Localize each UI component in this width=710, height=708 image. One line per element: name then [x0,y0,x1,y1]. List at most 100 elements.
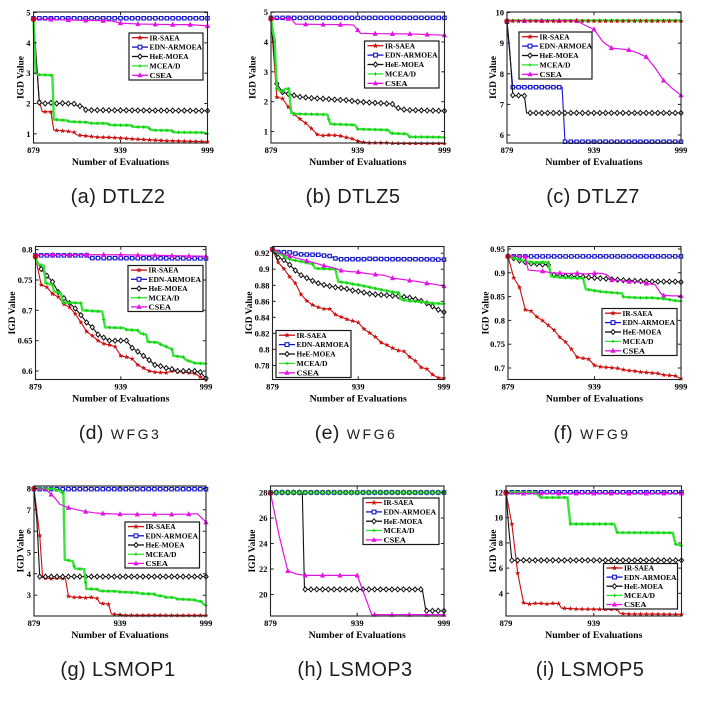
svg-text:(c) DTLZ7: (c) DTLZ7 [546,186,640,208]
svg-text:12: 12 [495,488,504,498]
svg-text:879: 879 [27,145,40,155]
svg-text:Number of Evaluations: Number of Evaluations [546,394,643,405]
svg-text:3: 3 [26,68,30,78]
svg-text:HeE-MOEA: HeE-MOEA [540,51,579,60]
svg-text:(d)WFG3: (d) WFG3 [79,422,162,444]
svg-text:IGD Value: IGD Value [249,56,259,99]
svg-text:HeE-MOEA: HeE-MOEA [624,582,663,591]
svg-text:Number of Evaluations: Number of Evaluations [72,394,169,405]
svg-text:999: 999 [438,145,451,155]
svg-text:0.75: 0.75 [490,339,505,349]
svg-text:MCEA/D: MCEA/D [385,70,417,79]
svg-text:879: 879 [28,618,41,628]
svg-text:0.65: 0.65 [18,336,33,346]
svg-text:CSEA: CSEA [385,79,408,88]
svg-text:879: 879 [501,145,514,155]
svg-text:IGD Value: IGD Value [17,56,27,99]
svg-text:6: 6 [27,526,31,536]
svg-text:24: 24 [259,539,268,549]
svg-text:879: 879 [500,618,513,628]
svg-text:IGD Value: IGD Value [8,291,18,334]
svg-text:879: 879 [266,382,279,392]
svg-text:IGD Value: IGD Value [17,529,27,572]
svg-text:879: 879 [502,382,515,392]
svg-text:IGD Value: IGD Value [248,529,258,572]
svg-text:HeE-MOEA: HeE-MOEA [623,328,662,337]
svg-text:6: 6 [500,130,504,140]
svg-text:MCEA/D: MCEA/D [149,293,181,302]
svg-text:HeE-MOEA: HeE-MOEA [149,284,188,293]
svg-text:8: 8 [500,69,504,79]
svg-text:IR-SAEA: IR-SAEA [149,266,179,275]
svg-text:999: 999 [201,145,214,155]
svg-text:20: 20 [259,590,268,600]
svg-text:CSEA: CSEA [384,536,407,545]
svg-text:879: 879 [29,382,42,392]
svg-text:0.8: 0.8 [494,315,505,325]
svg-text:999: 999 [200,618,213,628]
svg-text:0.88: 0.88 [255,280,270,290]
svg-text:CSEA: CSEA [149,303,172,312]
svg-text:Number of Evaluations: Number of Evaluations [71,630,168,641]
svg-text:939: 939 [351,145,364,155]
svg-text:7: 7 [27,505,32,515]
svg-text:0.78: 0.78 [255,360,270,370]
svg-text:MCEA/D: MCEA/D [146,550,178,559]
svg-text:Number of Evaluations: Number of Evaluations [309,157,406,168]
svg-text:0.8: 0.8 [22,245,33,255]
svg-text:Number of Evaluations: Number of Evaluations [545,630,642,641]
svg-text:999: 999 [200,382,213,392]
svg-text:IR-SAEA: IR-SAEA [384,498,414,507]
svg-text:939: 939 [114,382,127,392]
svg-text:IR-SAEA: IR-SAEA [150,33,180,42]
svg-text:1: 1 [264,127,268,137]
svg-text:4: 4 [499,588,504,598]
svg-text:939: 939 [351,618,364,628]
svg-text:9: 9 [500,38,504,48]
svg-text:4: 4 [26,38,31,48]
svg-text:1: 1 [26,129,30,139]
svg-text:EDN-ARMOEA: EDN-ARMOEA [149,275,202,284]
svg-text:HeE-MOEA: HeE-MOEA [297,350,336,359]
svg-text:0.8: 0.8 [259,344,270,354]
svg-text:MCEA/D: MCEA/D [623,337,655,346]
svg-text:4: 4 [264,37,269,47]
svg-text:EDN-ARMOEA: EDN-ARMOEA [297,340,350,349]
svg-text:MCEA/D: MCEA/D [297,359,329,368]
svg-text:2: 2 [264,97,268,107]
svg-text:2: 2 [26,99,30,109]
svg-text:Number of Evaluations: Number of Evaluations [545,157,642,168]
svg-text:(b) DTLZ5: (b) DTLZ5 [306,186,401,208]
svg-text:0.7: 0.7 [22,305,33,315]
svg-text:879: 879 [265,145,278,155]
svg-text:IR-SAEA: IR-SAEA [623,309,653,318]
svg-text:(h) LSMOP3: (h) LSMOP3 [297,659,412,681]
svg-text:0.95: 0.95 [490,244,505,254]
svg-text:0.92: 0.92 [255,248,270,258]
svg-text:CSEA: CSEA [540,70,563,79]
svg-text:10: 10 [496,8,505,18]
svg-text:939: 939 [588,382,601,392]
svg-text:3: 3 [27,590,31,600]
svg-text:HeE-MOEA: HeE-MOEA [146,541,185,550]
svg-text:5: 5 [26,8,30,18]
svg-text:Number of Evaluations: Number of Evaluations [309,630,406,641]
svg-text:(a) DTLZ2: (a) DTLZ2 [71,186,166,208]
svg-text:EDN-ARMOEA: EDN-ARMOEA [540,42,593,51]
svg-text:(g) LSMOP1: (g) LSMOP1 [60,659,175,681]
svg-text:5: 5 [264,7,268,17]
svg-text:MCEA/D: MCEA/D [384,526,416,535]
svg-text:EDN-ARMOEA: EDN-ARMOEA [384,508,437,517]
svg-text:6: 6 [499,563,503,573]
svg-text:MCEA/D: MCEA/D [540,61,572,70]
svg-text:Number of Evaluations: Number of Evaluations [310,394,407,405]
svg-text:HeE-MOEA: HeE-MOEA [384,517,423,526]
svg-text:999: 999 [438,618,451,628]
svg-text:0.9: 0.9 [494,268,505,278]
svg-text:CSEA: CSEA [623,346,646,355]
svg-text:0.7: 0.7 [494,363,505,373]
svg-text:28: 28 [259,488,268,498]
svg-text:8: 8 [27,484,31,494]
svg-text:IR-SAEA: IR-SAEA [297,331,327,340]
svg-text:EDN-ARMOEA: EDN-ARMOEA [623,318,676,327]
